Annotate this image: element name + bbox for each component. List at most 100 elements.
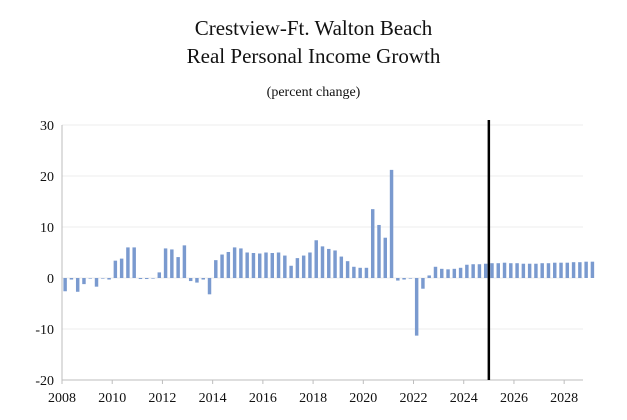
x-tick-label: 2008 <box>48 391 76 406</box>
bar <box>339 256 344 278</box>
bar <box>358 267 362 278</box>
bar <box>232 247 237 278</box>
bar <box>496 263 500 278</box>
bar <box>440 268 444 278</box>
bar <box>509 263 513 278</box>
x-tick-label: 2022 <box>400 391 428 406</box>
bar <box>207 278 212 295</box>
bar <box>201 278 205 280</box>
bar <box>283 255 287 278</box>
bar <box>402 278 406 280</box>
chart-subtitle: Real Personal Income Growth <box>186 44 441 68</box>
x-tick-label: 2018 <box>299 391 327 406</box>
bar <box>69 278 74 280</box>
bar <box>553 262 557 278</box>
bar <box>527 263 532 278</box>
bar <box>364 267 369 278</box>
bar <box>333 250 337 278</box>
bar <box>258 253 262 278</box>
x-tick-label: 2028 <box>550 391 578 406</box>
bar <box>427 275 431 278</box>
chart-units-note: (percent change) <box>266 85 361 100</box>
bar <box>477 264 482 278</box>
bar <box>101 278 105 279</box>
bar <box>145 278 149 280</box>
bar <box>584 261 588 278</box>
bar <box>377 224 381 278</box>
bar <box>314 240 318 278</box>
bar <box>113 260 118 278</box>
bar <box>421 278 425 289</box>
bar <box>389 169 394 278</box>
bar <box>214 260 218 278</box>
bar <box>370 209 375 278</box>
x-tick-label: 2016 <box>249 391 277 406</box>
bar <box>94 278 99 287</box>
bar <box>132 247 136 278</box>
bar <box>107 278 111 280</box>
bar <box>119 258 124 278</box>
bar <box>188 278 193 282</box>
bar <box>559 262 563 278</box>
x-tick-label: 2024 <box>450 391 478 406</box>
bar <box>458 267 463 278</box>
bar <box>521 263 526 278</box>
y-tick-label: 30 <box>40 119 54 134</box>
bar <box>483 263 488 278</box>
bar <box>226 251 231 278</box>
bar <box>414 278 419 336</box>
x-tick-label: 2010 <box>98 391 126 406</box>
y-tick-label: -20 <box>35 374 54 389</box>
x-tick-label: 2020 <box>349 391 377 406</box>
bar <box>239 248 243 278</box>
bar <box>327 248 331 278</box>
bar <box>195 278 199 283</box>
bar <box>138 278 143 280</box>
bar <box>546 263 551 278</box>
bar <box>446 269 450 278</box>
bar <box>245 252 249 278</box>
bar <box>63 278 67 292</box>
bar <box>295 258 300 278</box>
bar <box>565 262 570 278</box>
x-tick-label: 2026 <box>500 391 528 406</box>
bar <box>383 237 387 278</box>
bar <box>571 262 576 278</box>
y-tick-label: 0 <box>47 272 54 287</box>
bar <box>182 245 187 278</box>
bar <box>471 264 475 278</box>
y-tick-label: 10 <box>40 221 54 236</box>
bar <box>320 246 325 278</box>
bar <box>157 272 162 278</box>
bar <box>126 247 130 278</box>
bar <box>578 262 582 278</box>
bar <box>251 253 256 278</box>
x-tick-label: 2014 <box>199 391 227 406</box>
bar <box>352 266 356 278</box>
bar <box>452 268 457 278</box>
bar <box>502 262 507 278</box>
y-tick-label: 20 <box>40 170 54 185</box>
bar <box>163 248 168 278</box>
y-tick-label: -10 <box>35 323 54 338</box>
chart-title: Crestview-Ft. Walton Beach <box>194 16 433 40</box>
bar <box>408 278 413 279</box>
bar <box>82 278 86 285</box>
bar <box>151 278 155 279</box>
bar <box>345 261 350 278</box>
bar <box>88 278 92 279</box>
bar <box>220 254 224 278</box>
bar <box>396 278 400 281</box>
bar <box>465 264 469 278</box>
bar <box>590 261 595 278</box>
bar <box>176 257 180 278</box>
bar <box>540 263 544 278</box>
bar <box>264 252 268 278</box>
bar <box>289 265 293 278</box>
bar <box>534 263 538 278</box>
bar <box>515 263 519 278</box>
bar <box>75 278 80 292</box>
bar <box>433 266 438 278</box>
bar <box>276 252 281 278</box>
